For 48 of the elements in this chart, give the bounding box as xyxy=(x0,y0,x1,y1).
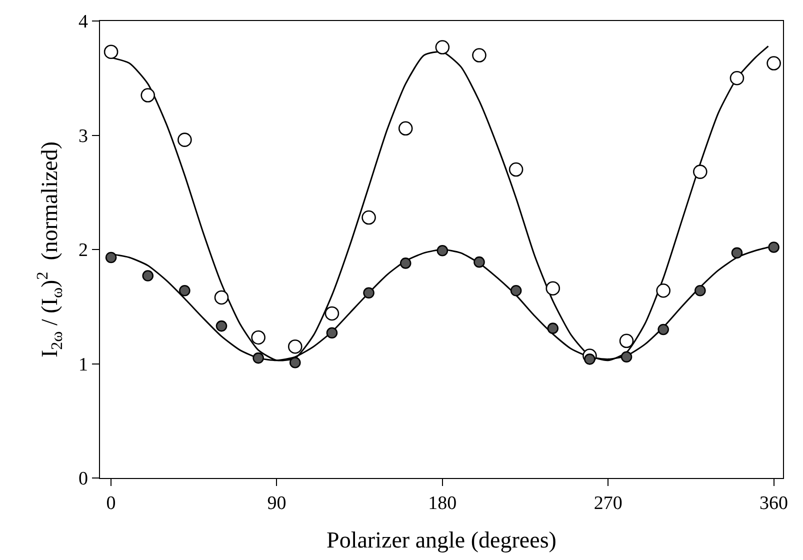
x-tick-label: 0 xyxy=(106,492,116,514)
point xyxy=(474,256,485,268)
x-axis-title: Polarizer angle (degrees) xyxy=(326,528,556,553)
point xyxy=(766,56,781,70)
point xyxy=(178,132,192,147)
point xyxy=(472,48,486,62)
point xyxy=(658,324,669,336)
y-tick-label: 3 xyxy=(78,126,88,147)
point xyxy=(656,283,670,298)
point xyxy=(362,210,376,225)
point xyxy=(324,306,340,321)
point xyxy=(363,287,374,299)
point xyxy=(398,121,413,136)
point xyxy=(508,162,524,177)
point xyxy=(214,290,229,305)
point xyxy=(620,351,632,363)
point xyxy=(546,281,560,296)
point xyxy=(584,354,596,365)
point xyxy=(510,284,522,296)
point xyxy=(252,352,264,364)
point xyxy=(768,242,780,253)
point xyxy=(436,244,448,256)
point xyxy=(288,339,302,354)
x-tick-label: 180 xyxy=(428,492,457,514)
point xyxy=(251,330,266,345)
point xyxy=(104,44,118,59)
point xyxy=(105,252,117,264)
point xyxy=(731,247,743,259)
point xyxy=(142,270,154,282)
y-tick-label: 4 xyxy=(78,12,89,33)
point xyxy=(693,164,708,179)
point xyxy=(326,327,338,339)
x-tick-label: 360 xyxy=(760,492,788,514)
point xyxy=(435,40,450,54)
point xyxy=(619,334,634,348)
y-tick-label: 2 xyxy=(78,240,88,262)
point xyxy=(694,284,706,296)
point xyxy=(730,70,744,86)
point xyxy=(400,258,412,269)
x-tick-label: 270 xyxy=(594,492,622,514)
point xyxy=(289,356,301,368)
x-tick-label: 90 xyxy=(267,492,286,514)
point xyxy=(179,284,190,296)
y-tick-label: 0 xyxy=(78,468,88,490)
y-tick-label: 1 xyxy=(78,354,88,376)
point xyxy=(216,320,228,332)
point xyxy=(547,322,559,334)
point xyxy=(140,88,156,102)
